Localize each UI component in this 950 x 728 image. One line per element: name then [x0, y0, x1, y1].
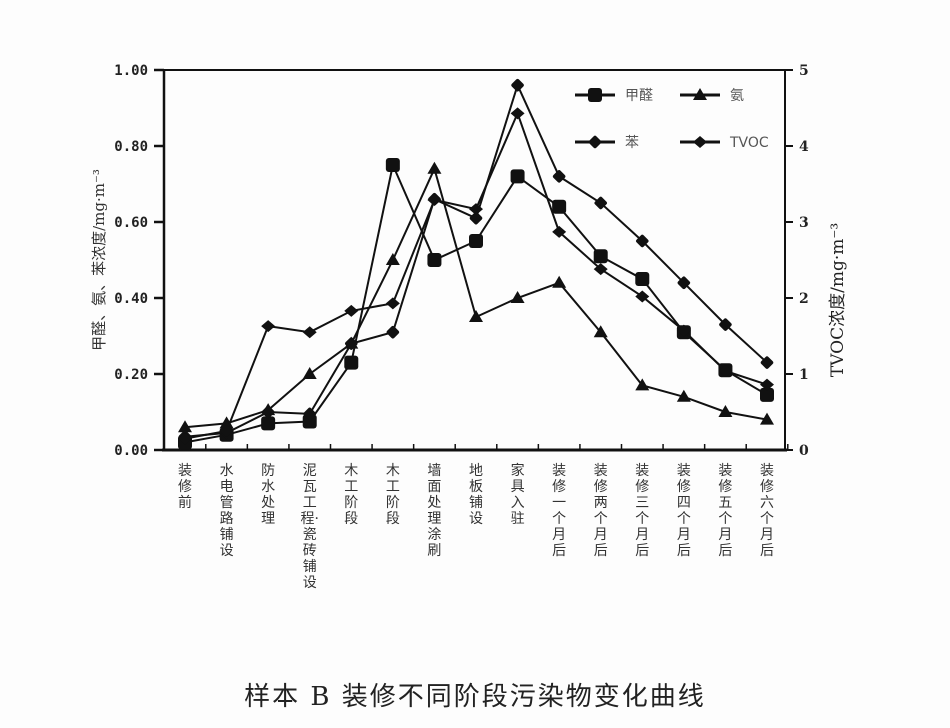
data-point-marker — [469, 211, 483, 225]
data-point-marker — [302, 326, 317, 339]
data-point-marker — [593, 249, 608, 264]
data-point-marker — [593, 325, 608, 338]
data-point-marker — [635, 272, 650, 286]
data-point-marker — [469, 310, 483, 322]
data-point-marker — [760, 412, 774, 425]
data-point-marker — [676, 389, 691, 402]
data-point-marker — [261, 416, 276, 431]
data-point-marker — [511, 78, 524, 92]
right-axis-title: TVOC浓度/mg·m⁻³ — [828, 223, 848, 377]
data-point-marker — [261, 320, 276, 333]
data-point-marker — [385, 253, 400, 265]
data-point-marker — [593, 263, 608, 276]
right-tick-label: 2 — [799, 291, 809, 307]
data-point-marker — [552, 170, 566, 183]
data-point-marker — [302, 414, 317, 429]
left-tick-label: 0.00 — [114, 443, 148, 459]
data-point-marker — [760, 378, 774, 391]
left-tick-label: 0.40 — [114, 291, 148, 307]
data-point-marker — [385, 158, 400, 172]
data-point-marker — [719, 318, 732, 331]
data-point-marker — [552, 225, 567, 238]
left-tick-label: 0.20 — [114, 367, 148, 383]
x-category-label: 木工阶段 — [344, 463, 359, 527]
data-point-marker — [469, 234, 483, 248]
legend-marker-icon — [693, 136, 707, 148]
x-category-label: 装修六个月后 — [760, 463, 774, 559]
x-category-label: 防水处理 — [261, 463, 276, 527]
data-point-marker — [510, 291, 525, 303]
x-category-label: 水电管路铺设 — [219, 463, 234, 559]
data-point-marker — [552, 199, 567, 214]
x-category-label: 木工阶段 — [385, 463, 400, 527]
data-point-marker — [676, 324, 691, 337]
left-axis-title: 甲醛、氨、苯浓度/mg·m⁻³ — [90, 169, 108, 351]
left-tick-label: 0.60 — [114, 215, 148, 231]
data-point-marker — [677, 276, 691, 290]
x-category-label: 装修两个月后 — [593, 463, 608, 559]
data-point-marker — [344, 355, 359, 370]
right-tick-label: 4 — [799, 139, 809, 155]
data-point-marker — [344, 304, 359, 317]
legend-label: 苯 — [625, 134, 639, 151]
data-point-marker — [302, 367, 317, 379]
data-point-marker — [760, 387, 774, 402]
series-line-苯 — [184, 82, 768, 438]
data-point-marker — [635, 290, 650, 303]
right-tick-label: 3 — [799, 215, 809, 231]
right-tick-label: 0 — [799, 443, 809, 459]
left-tick-label: 1.00 — [114, 63, 148, 79]
x-category-label: 泥瓦工程·瓷砖铺设 — [300, 463, 319, 591]
legend-marker-icon — [588, 135, 602, 149]
line-chart: 0.00 0.20 0.40 0.60 0.80 1.00 0 1 2 3 4 5 甲醛、氨、苯浓度/m… — [90, 63, 848, 459]
chart-caption: 样本 B 装修不同阶段污染物变化曲线 — [244, 682, 706, 712]
series-line-TVOC — [184, 110, 768, 440]
x-category-label: 地板铺设 — [469, 463, 483, 527]
legend-marker-icon — [588, 88, 602, 102]
data-point-marker — [178, 420, 192, 433]
data-point-marker — [386, 325, 400, 339]
data-point-marker — [427, 193, 442, 206]
x-category-label: 装修一个月后 — [552, 463, 567, 559]
data-point-marker — [594, 196, 607, 210]
legend-label: 甲醛 — [625, 88, 653, 104]
data-point-marker — [261, 405, 275, 419]
left-tick-label: 0.80 — [114, 139, 148, 155]
data-point-marker — [718, 364, 733, 377]
data-point-marker — [635, 378, 650, 391]
data-point-marker — [718, 405, 733, 417]
data-point-marker — [760, 356, 774, 369]
data-point-marker — [427, 253, 442, 267]
x-category-label: 装修三个月后 — [635, 463, 650, 559]
data-point-marker — [219, 425, 234, 437]
data-point-marker — [636, 234, 649, 248]
x-category-label: 家具入驻 — [510, 463, 525, 527]
data-point-marker — [427, 161, 442, 174]
data-point-marker — [345, 337, 358, 350]
legend-label: TVOC — [729, 135, 769, 151]
legend-label: 氨 — [730, 88, 744, 104]
data-point-marker — [469, 203, 483, 216]
data-point-marker — [552, 275, 567, 288]
x-category-label: 墙面处理涂刷 — [427, 463, 442, 559]
data-point-marker — [385, 297, 400, 310]
right-tick-label: 5 — [799, 63, 809, 79]
x-category-label: 装修前 — [178, 463, 192, 511]
data-point-marker — [303, 407, 316, 421]
data-point-marker — [510, 107, 525, 120]
data-point-marker — [510, 169, 525, 184]
legend-marker-icon — [693, 88, 707, 100]
data-point-marker — [219, 416, 234, 429]
right-tick-label: 1 — [799, 367, 809, 383]
x-category-label: 装修五个月后 — [718, 463, 733, 559]
x-category-label: 装修四个月后 — [676, 463, 691, 559]
data-point-marker — [178, 432, 192, 445]
